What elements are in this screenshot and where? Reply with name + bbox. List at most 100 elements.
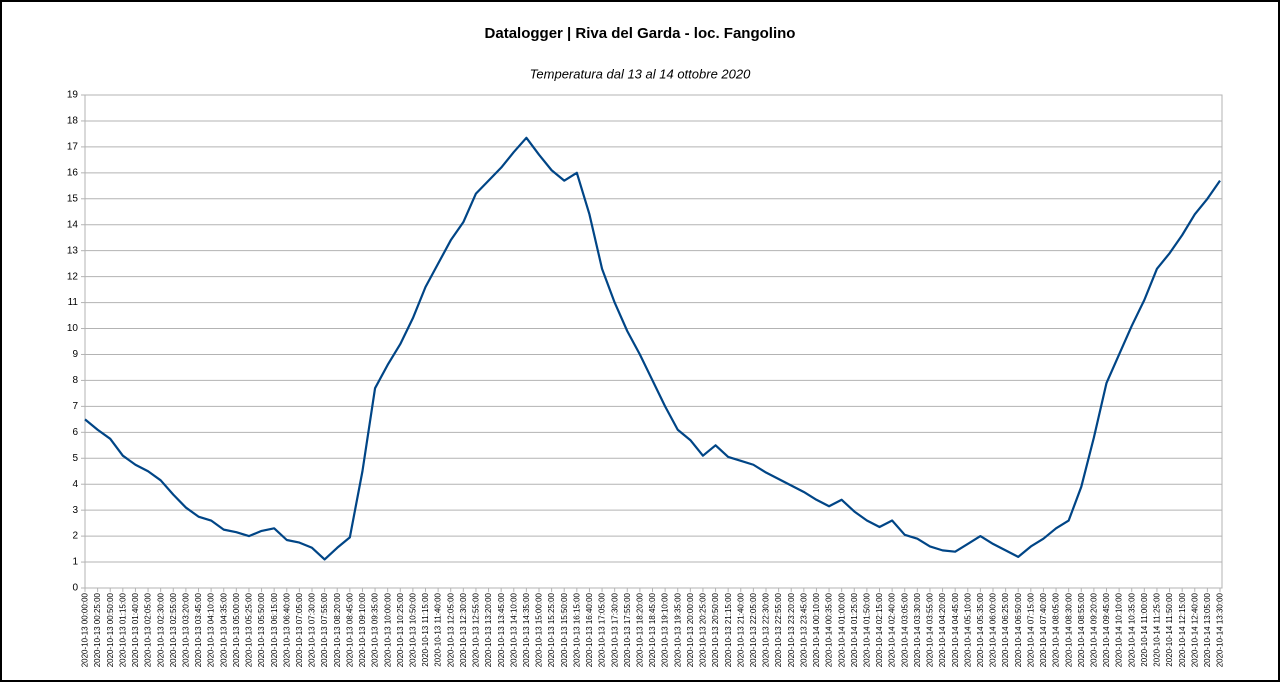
x-tick-label: 2020-10-13 00:25:00 <box>93 592 102 667</box>
x-tick-label: 2020-10-14 07:15:00 <box>1026 592 1035 667</box>
x-tick-label: 2020-10-13 07:30:00 <box>308 592 317 667</box>
x-tick-label: 2020-10-13 07:55:00 <box>320 592 329 667</box>
x-tick-label: 2020-10-13 10:00:00 <box>383 592 392 667</box>
y-tick-label: 17 <box>67 142 79 153</box>
x-tick-label: 2020-10-13 15:50:00 <box>560 592 569 667</box>
x-tick-label: 2020-10-14 08:30:00 <box>1064 592 1073 667</box>
x-tick-label: 2020-10-14 08:05:00 <box>1052 592 1061 667</box>
y-tick-label: 11 <box>68 297 79 308</box>
x-tick-label: 2020-10-13 17:30:00 <box>610 592 619 667</box>
x-tick-label: 2020-10-13 19:10:00 <box>661 592 670 667</box>
x-tick-label: 2020-10-13 23:45:00 <box>799 592 808 667</box>
x-tick-label: 2020-10-14 13:30:00 <box>1216 592 1225 667</box>
x-tick-label: 2020-10-13 12:30:00 <box>459 592 468 667</box>
x-tick-label: 2020-10-13 08:45:00 <box>345 592 354 667</box>
y-tick-label: 3 <box>72 505 78 516</box>
x-tick-label: 2020-10-13 09:10:00 <box>358 592 367 667</box>
grid: 0123456789101112131415161718192020-10-13… <box>67 90 1225 668</box>
x-tick-label: 2020-10-14 12:15:00 <box>1178 592 1187 667</box>
x-tick-label: 2020-10-14 11:00:00 <box>1140 592 1149 666</box>
x-tick-label: 2020-10-13 22:55:00 <box>774 592 783 667</box>
x-tick-label: 2020-10-13 20:00:00 <box>686 592 695 667</box>
x-tick-label: 2020-10-13 16:40:00 <box>585 592 594 667</box>
y-tick-label: 4 <box>72 479 78 490</box>
x-tick-label: 2020-10-13 12:55:00 <box>472 592 481 667</box>
y-tick-label: 8 <box>72 375 78 386</box>
x-tick-label: 2020-10-13 00:00:00 <box>81 592 90 667</box>
x-tick-label: 2020-10-13 00:50:00 <box>106 592 115 667</box>
y-tick-label: 15 <box>67 193 79 204</box>
x-tick-label: 2020-10-13 03:20:00 <box>181 592 190 667</box>
x-tick-label: 2020-10-13 21:15:00 <box>724 592 733 667</box>
x-tick-label: 2020-10-13 05:25:00 <box>245 592 254 667</box>
x-tick-label: 2020-10-14 06:00:00 <box>989 592 998 667</box>
x-tick-label: 2020-10-13 23:20:00 <box>787 592 796 667</box>
y-tick-label: 19 <box>67 90 79 101</box>
y-tick-label: 18 <box>67 116 79 127</box>
x-tick-label: 2020-10-13 08:20:00 <box>333 592 342 667</box>
x-tick-label: 2020-10-13 17:05:00 <box>598 592 607 667</box>
x-tick-label: 2020-10-14 12:40:00 <box>1190 592 1199 667</box>
x-tick-label: 2020-10-13 14:35:00 <box>522 592 531 667</box>
x-tick-label: 2020-10-13 21:40:00 <box>736 592 745 667</box>
y-tick-label: 16 <box>67 167 79 178</box>
x-tick-label: 2020-10-14 06:25:00 <box>1001 592 1010 667</box>
plot <box>84 136 1221 561</box>
x-tick-label: 2020-10-14 08:55:00 <box>1077 592 1086 667</box>
x-tick-label: 2020-10-14 05:10:00 <box>963 592 972 667</box>
x-tick-label: 2020-10-13 11:15:00 <box>421 592 430 666</box>
x-tick-label: 2020-10-13 01:40:00 <box>131 592 140 667</box>
x-tick-label: 2020-10-13 14:10:00 <box>509 592 518 667</box>
y-tick-label: 0 <box>72 583 78 594</box>
x-tick-label: 2020-10-13 13:45:00 <box>497 592 506 667</box>
x-tick-label: 2020-10-13 06:40:00 <box>282 592 291 667</box>
x-tick-label: 2020-10-13 15:25:00 <box>547 592 556 667</box>
x-tick-label: 2020-10-13 15:00:00 <box>535 592 544 667</box>
plot-border <box>84 94 1223 589</box>
y-tick-label: 14 <box>67 219 79 230</box>
x-tick-label: 2020-10-13 12:05:00 <box>446 592 455 667</box>
chart-subtitle: Temperatura dal 13 al 14 ottobre 2020 <box>530 66 751 81</box>
x-tick-label: 2020-10-13 02:05:00 <box>144 592 153 667</box>
x-tick-label: 2020-10-14 02:40:00 <box>888 592 897 667</box>
x-tick-label: 2020-10-14 04:20:00 <box>938 592 947 667</box>
y-tick-label: 1 <box>72 557 78 568</box>
x-tick-label: 2020-10-13 20:50:00 <box>711 592 720 667</box>
y-tick-label: 10 <box>67 323 79 334</box>
x-tick-label: 2020-10-13 07:05:00 <box>295 592 304 667</box>
data-line <box>84 136 1221 561</box>
x-tick-label: 2020-10-14 09:20:00 <box>1089 592 1098 667</box>
chart-title: Datalogger | Riva del Garda - loc. Fango… <box>485 25 796 42</box>
x-tick-label: 2020-10-14 06:50:00 <box>1014 592 1023 667</box>
x-tick-label: 2020-10-14 05:35:00 <box>976 592 985 667</box>
x-tick-label: 2020-10-13 06:15:00 <box>270 592 279 667</box>
x-tick-label: 2020-10-14 00:35:00 <box>825 592 834 667</box>
x-tick-label: 2020-10-13 05:50:00 <box>257 592 266 667</box>
y-tick-label: 5 <box>72 453 78 464</box>
x-tick-label: 2020-10-14 11:25:00 <box>1153 592 1162 666</box>
x-tick-label: 2020-10-14 03:30:00 <box>913 592 922 667</box>
y-tick-label: 13 <box>67 245 79 256</box>
x-tick-label: 2020-10-14 01:25:00 <box>850 592 859 667</box>
x-tick-label: 2020-10-14 03:55:00 <box>926 592 935 667</box>
x-tick-label: 2020-10-13 03:45:00 <box>194 592 203 667</box>
x-tick-label: 2020-10-13 22:30:00 <box>762 592 771 667</box>
x-tick-label: 2020-10-13 19:35:00 <box>673 592 682 667</box>
x-tick-label: 2020-10-14 04:45:00 <box>951 592 960 667</box>
x-tick-label: 2020-10-14 00:10:00 <box>812 592 821 667</box>
x-tick-label: 2020-10-14 09:45:00 <box>1102 592 1111 667</box>
x-tick-label: 2020-10-13 20:25:00 <box>699 592 708 667</box>
x-tick-label: 2020-10-13 04:10:00 <box>207 592 216 667</box>
x-tick-label: 2020-10-14 01:50:00 <box>862 592 871 667</box>
x-tick-label: 2020-10-13 09:35:00 <box>371 592 380 667</box>
x-tick-label: 2020-10-13 01:15:00 <box>118 592 127 667</box>
x-tick-label: 2020-10-14 13:05:00 <box>1203 592 1212 667</box>
y-tick-label: 7 <box>72 401 78 412</box>
x-tick-label: 2020-10-13 02:30:00 <box>156 592 165 667</box>
y-tick-label: 9 <box>72 349 78 360</box>
x-tick-label: 2020-10-13 04:35:00 <box>219 592 228 667</box>
x-tick-label: 2020-10-14 02:15:00 <box>875 592 884 667</box>
